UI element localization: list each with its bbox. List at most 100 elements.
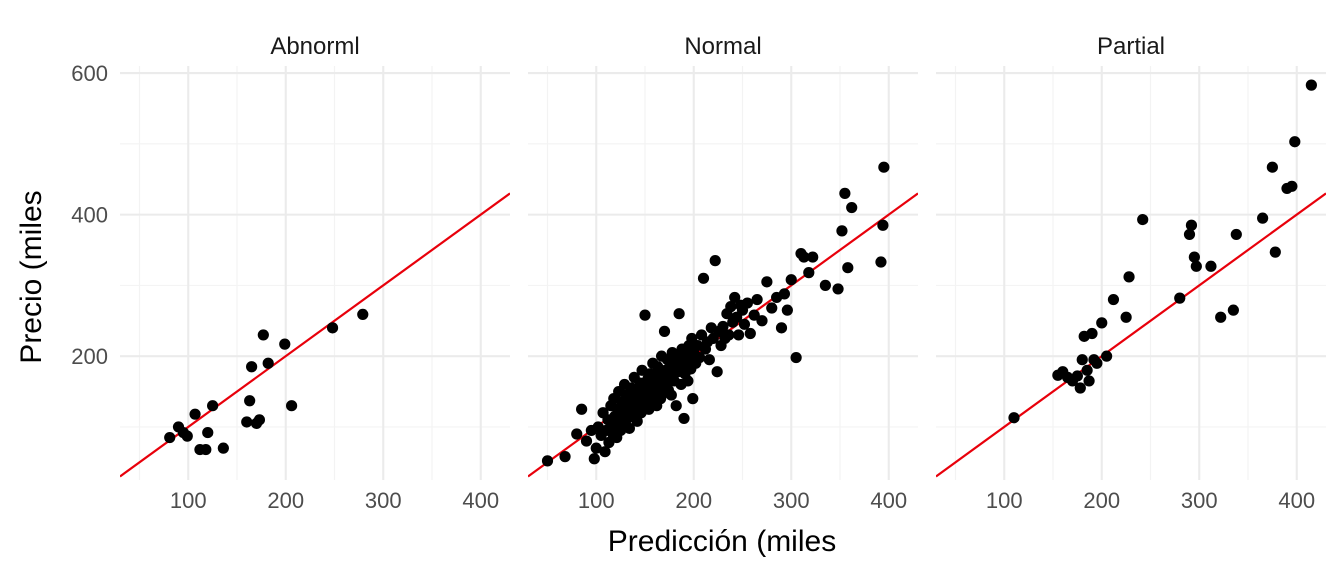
data-point xyxy=(678,412,690,425)
data-point xyxy=(819,279,831,291)
data-point xyxy=(703,354,715,366)
data-point xyxy=(738,318,751,330)
data-point xyxy=(878,161,890,173)
y-tick-label: 400 xyxy=(71,203,108,228)
data-point xyxy=(590,442,602,454)
data-point xyxy=(1091,357,1103,369)
x-tick-label: 100 xyxy=(986,488,1023,513)
y-tick-label: 200 xyxy=(71,344,108,369)
data-point xyxy=(775,322,788,334)
data-point xyxy=(836,225,848,237)
facet-title-abnorml: Abnorml xyxy=(270,33,359,60)
data-point xyxy=(1086,327,1098,340)
data-point xyxy=(766,302,778,314)
data-point xyxy=(189,408,201,420)
data-point xyxy=(1137,213,1149,226)
data-point xyxy=(687,393,699,405)
data-point xyxy=(665,389,677,401)
data-point xyxy=(1083,375,1095,387)
panel-normal: Normal xyxy=(528,33,918,480)
data-point xyxy=(711,366,723,378)
data-point xyxy=(733,329,745,341)
data-point xyxy=(1230,228,1242,241)
data-point xyxy=(559,451,571,463)
data-point xyxy=(207,400,219,412)
data-point xyxy=(832,283,844,295)
data-point xyxy=(751,293,763,306)
data-point xyxy=(803,267,815,279)
data-point xyxy=(842,262,854,274)
data-point xyxy=(670,400,682,412)
data-point xyxy=(761,276,773,288)
data-point xyxy=(202,426,214,439)
x-tick-label: 300 xyxy=(773,488,810,513)
data-point xyxy=(807,251,819,263)
data-point xyxy=(623,422,636,434)
data-point xyxy=(1174,292,1186,304)
data-point xyxy=(576,403,588,415)
data-point xyxy=(846,201,858,214)
data-point xyxy=(1074,382,1086,394)
panel-abnorml: Abnorml xyxy=(120,33,510,480)
data-point xyxy=(1096,317,1108,329)
data-point xyxy=(1076,354,1088,366)
data-point xyxy=(725,301,737,313)
x-tick-label: 200 xyxy=(1083,488,1120,513)
data-point xyxy=(541,455,554,467)
x-tick-label: 200 xyxy=(267,488,304,513)
data-point xyxy=(1008,412,1020,424)
data-point xyxy=(1123,271,1135,283)
x-axis: 100 200 300 400 100 200 300 400 100 200 300 400 xyxy=(170,488,1315,513)
data-point xyxy=(781,304,793,316)
data-point xyxy=(1101,350,1113,362)
data-point xyxy=(262,357,274,369)
data-point xyxy=(1071,370,1083,382)
data-point xyxy=(253,414,266,426)
data-point xyxy=(1081,364,1093,376)
y-axis-title: Precio (miles xyxy=(15,190,48,363)
data-point xyxy=(682,375,694,387)
data-point xyxy=(875,256,887,268)
data-point xyxy=(286,400,298,412)
data-point xyxy=(673,308,685,320)
data-point xyxy=(181,430,193,442)
data-point xyxy=(790,351,802,364)
x-tick-label: 400 xyxy=(462,488,499,513)
data-point xyxy=(729,291,741,304)
data-point xyxy=(1289,136,1301,148)
data-point xyxy=(357,308,369,320)
facet-title-normal: Normal xyxy=(684,33,761,60)
data-point xyxy=(709,255,721,267)
data-point xyxy=(723,329,735,341)
data-point xyxy=(756,315,768,327)
data-point xyxy=(1269,246,1281,258)
data-point xyxy=(257,329,269,341)
data-point xyxy=(741,297,753,309)
data-point xyxy=(164,431,176,444)
data-point xyxy=(744,327,756,340)
data-point xyxy=(588,453,600,465)
x-tick-label: 100 xyxy=(170,488,207,513)
data-point xyxy=(246,361,258,373)
data-point xyxy=(326,322,339,334)
data-point xyxy=(798,251,810,263)
y-axis: 200 400 600 xyxy=(71,61,108,369)
data-point xyxy=(1257,212,1269,224)
y-tick-label: 600 xyxy=(71,61,108,86)
data-point xyxy=(580,435,593,447)
x-axis-title: Predicción (miles xyxy=(608,525,836,558)
data-point xyxy=(571,428,583,440)
x-tick-label: 200 xyxy=(675,488,712,513)
data-point xyxy=(1286,180,1298,192)
x-tick-label: 300 xyxy=(365,488,402,513)
data-point xyxy=(748,309,760,321)
data-point xyxy=(1120,311,1132,323)
data-point xyxy=(241,416,253,428)
data-point xyxy=(785,274,797,286)
data-point xyxy=(1205,260,1217,272)
data-point xyxy=(697,272,710,284)
data-point xyxy=(279,338,291,350)
data-point xyxy=(1185,219,1198,231)
x-tick-label: 400 xyxy=(870,488,907,513)
